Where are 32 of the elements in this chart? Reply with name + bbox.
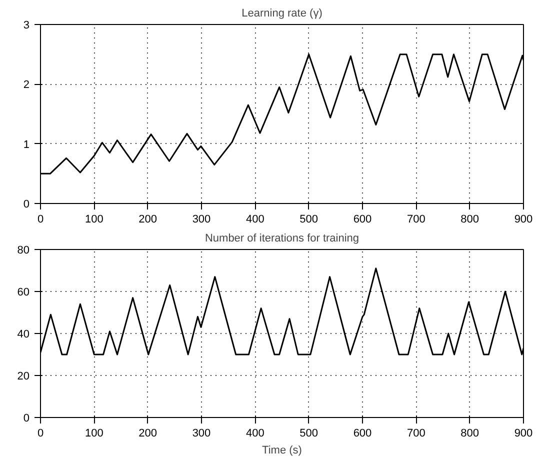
x-tick-label: 900 [514, 214, 533, 226]
y-tick-label: 3 [23, 20, 30, 32]
chart-title: Learning rate (γ) [242, 8, 322, 20]
x-tick-label: 100 [84, 428, 104, 440]
x-tick-label: 100 [84, 214, 104, 226]
x-tick-label: 0 [37, 428, 44, 440]
y-tick-label: 80 [17, 244, 30, 256]
x-tick-label: 700 [406, 428, 426, 440]
y-tick-label: 40 [17, 328, 30, 340]
x-tick-label: 700 [406, 214, 426, 226]
x-tick-label: 300 [192, 428, 211, 440]
x-tick-label: 500 [300, 214, 318, 226]
x-tick-label: 300 [192, 214, 211, 226]
y-tick-label: 0 [23, 198, 30, 210]
x-tick-label: 600 [353, 214, 372, 226]
y-tick-label: 1 [23, 138, 30, 151]
y-tick-label: 60 [17, 286, 30, 298]
x-tick-label: 200 [138, 428, 158, 440]
x-tick-label: 800 [460, 428, 480, 440]
x-tick-label: 500 [300, 428, 318, 440]
x-tick-label: 400 [246, 214, 264, 226]
y-tick-label: 0 [23, 412, 30, 424]
y-tick-label: 2 [23, 79, 30, 92]
x-axis-title: Time (s) [262, 444, 302, 456]
x-tick-label: 400 [246, 428, 264, 440]
x-tick-label: 800 [460, 214, 480, 226]
x-tick-label: 200 [138, 214, 158, 226]
x-tick-label: 0 [37, 214, 44, 226]
x-tick-label: 900 [514, 428, 533, 440]
x-tick-label: 600 [353, 428, 372, 440]
chart-title: Number of iterations for training [204, 232, 360, 244]
y-tick-label: 20 [17, 370, 30, 382]
